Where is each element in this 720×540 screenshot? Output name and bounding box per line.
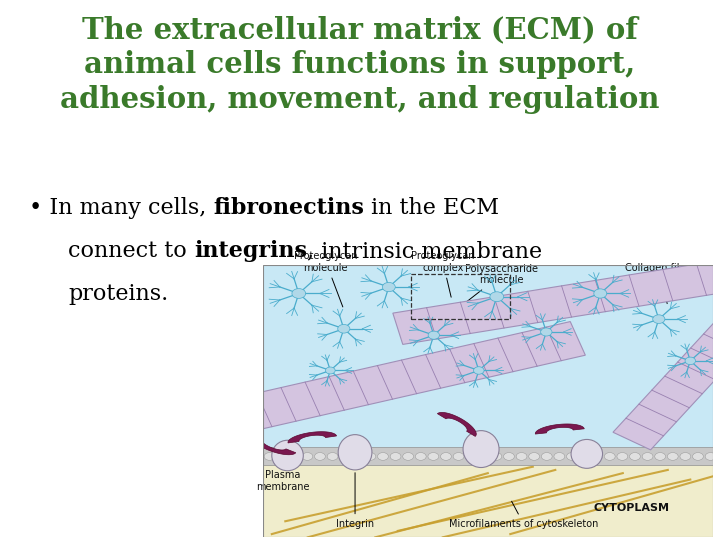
Circle shape [292, 288, 306, 299]
Polygon shape [393, 259, 720, 345]
Polygon shape [613, 320, 720, 450]
Text: Integrin: Integrin [336, 472, 374, 529]
Circle shape [667, 453, 678, 460]
Bar [411, 274, 510, 319]
Text: Proteoglycan
complex: Proteoglycan complex [411, 251, 474, 297]
Circle shape [441, 453, 451, 460]
Circle shape [516, 453, 527, 460]
Circle shape [617, 453, 628, 460]
Circle shape [325, 367, 336, 374]
Text: , intrinsic membrane: , intrinsic membrane [307, 240, 542, 262]
Text: fibronectins: fibronectins [213, 197, 364, 219]
Circle shape [528, 453, 539, 460]
Circle shape [680, 453, 690, 460]
Circle shape [377, 453, 388, 460]
Circle shape [415, 453, 426, 460]
Text: CYTOPLASM: CYTOPLASM [594, 503, 670, 514]
Circle shape [567, 453, 577, 460]
Circle shape [478, 453, 489, 460]
Circle shape [604, 453, 615, 460]
Bar [263, 448, 713, 465]
Circle shape [390, 453, 401, 460]
Circle shape [327, 453, 338, 460]
Circle shape [592, 453, 603, 460]
Circle shape [541, 453, 552, 460]
Text: Proteoglycan
molecule: Proteoglycan molecule [294, 251, 358, 307]
Circle shape [642, 453, 653, 460]
Circle shape [276, 453, 287, 460]
Ellipse shape [463, 430, 499, 468]
Circle shape [428, 453, 438, 460]
Circle shape [685, 357, 696, 364]
Text: in the ECM: in the ECM [364, 197, 499, 219]
Ellipse shape [571, 440, 603, 468]
Text: integrins: integrins [194, 240, 307, 262]
Circle shape [315, 453, 325, 460]
Circle shape [654, 453, 665, 460]
Circle shape [340, 453, 351, 460]
Circle shape [554, 453, 564, 460]
Circle shape [653, 315, 665, 323]
Bar [263, 457, 713, 537]
Circle shape [453, 453, 464, 460]
Circle shape [491, 453, 502, 460]
Circle shape [629, 453, 640, 460]
Circle shape [428, 331, 439, 339]
Circle shape [579, 453, 590, 460]
Circle shape [352, 453, 363, 460]
Polygon shape [233, 322, 585, 432]
Circle shape [365, 453, 376, 460]
Circle shape [490, 292, 504, 302]
Text: Polysaccharide
molecule: Polysaccharide molecule [463, 264, 538, 305]
Circle shape [541, 328, 552, 336]
Text: connect to: connect to [68, 240, 194, 262]
Text: animal cells functions in support,: animal cells functions in support, [84, 50, 636, 79]
Bar [263, 265, 713, 463]
Polygon shape [535, 424, 584, 434]
Circle shape [474, 367, 484, 374]
Text: Plasma
membrane: Plasma membrane [256, 470, 310, 491]
Circle shape [503, 453, 514, 460]
Circle shape [382, 282, 395, 292]
Text: • In many cells,: • In many cells, [29, 197, 213, 219]
Polygon shape [288, 431, 336, 443]
Text: The extracellular matrix (ECM) of: The extracellular matrix (ECM) of [82, 15, 638, 44]
Text: Microfilaments of cytoskeleton: Microfilaments of cytoskeleton [449, 501, 598, 529]
Circle shape [594, 289, 607, 298]
Circle shape [705, 453, 716, 460]
Polygon shape [437, 413, 476, 436]
Ellipse shape [338, 435, 372, 470]
Text: proteins.: proteins. [68, 284, 168, 305]
Text: adhesion, movement, and regulation: adhesion, movement, and regulation [60, 85, 660, 114]
Ellipse shape [272, 440, 303, 471]
Circle shape [264, 453, 275, 460]
Circle shape [693, 453, 703, 460]
Circle shape [289, 453, 300, 460]
Circle shape [402, 453, 413, 460]
Circle shape [302, 453, 312, 460]
Circle shape [466, 453, 477, 460]
Polygon shape [252, 436, 296, 455]
Circle shape [338, 325, 350, 333]
Text: Collagen fiber: Collagen fiber [625, 262, 693, 303]
